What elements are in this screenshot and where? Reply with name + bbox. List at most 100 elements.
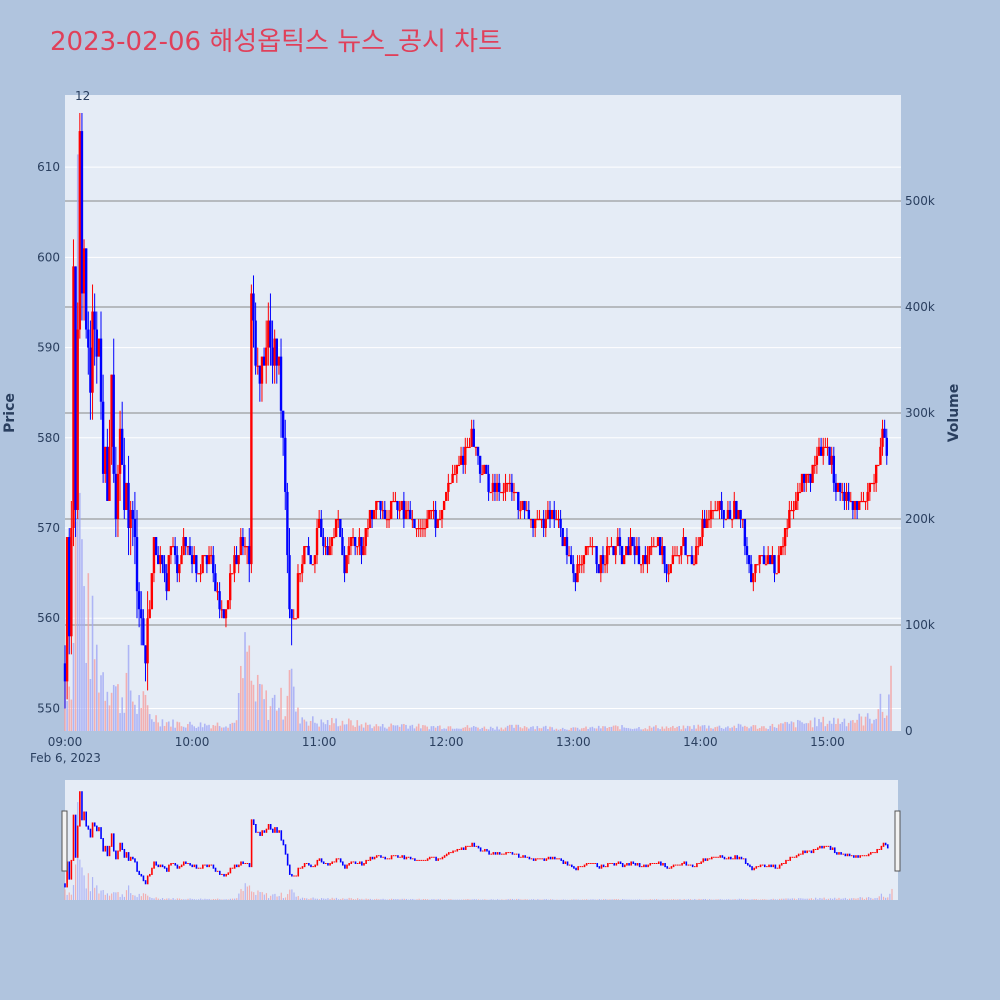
volume-bar [752, 725, 755, 731]
volume-bar [655, 725, 657, 731]
range-slider-volume-bar [439, 899, 441, 900]
candle-body [294, 618, 298, 620]
candle-body [472, 428, 475, 447]
candle-body [65, 537, 69, 682]
volume-bar [424, 725, 426, 731]
candle-body [858, 500, 861, 510]
volume-bar [646, 729, 649, 731]
range-slider-volume-bar [626, 899, 628, 900]
range-slider-volume-bar [251, 891, 253, 900]
range-slider[interactable] [65, 780, 898, 900]
range-slider-volume-bar [157, 898, 159, 900]
candle-body [847, 491, 850, 501]
volume-bar [786, 722, 789, 731]
volume-tick-label: 300k [905, 406, 935, 420]
range-slider-volume-bar [255, 894, 257, 900]
candle-body [699, 537, 702, 547]
candle-body [762, 555, 766, 565]
candle-body [642, 555, 645, 565]
range-slider-volume-bar [318, 899, 321, 900]
candle-body [614, 546, 617, 556]
volume-bar [458, 728, 460, 731]
candle-body [781, 546, 785, 548]
volume-bars [64, 154, 892, 732]
candle-body [82, 248, 86, 294]
volume-bar [117, 684, 119, 731]
range-slider-volume-bar [104, 894, 106, 900]
volume-bar [178, 722, 181, 731]
time-tick-label: 13:00 [556, 735, 591, 749]
range-slider-volume-bar [401, 898, 403, 900]
volume-bar [506, 725, 509, 731]
volume-bar [712, 728, 714, 731]
candle-body [739, 509, 742, 519]
volume-bar [735, 728, 738, 731]
volume-bar [777, 724, 780, 731]
candle-body [508, 482, 511, 485]
range-slider-volume-bar [204, 898, 206, 900]
volume-bar [68, 686, 71, 731]
volume-bar [513, 727, 515, 731]
range-slider-volume-bar [219, 899, 221, 900]
range-slider-volume-bar [333, 898, 335, 900]
range-slider-volume-bar [376, 898, 378, 900]
candle-body [267, 320, 270, 348]
volume-bar [784, 721, 786, 731]
time-tick-label: 11:00 [302, 735, 337, 749]
candle-body [851, 500, 855, 510]
candle-body [796, 491, 800, 501]
range-slider-right-handle[interactable] [894, 810, 901, 872]
volume-bar [508, 724, 511, 731]
range-slider-volume-bar [719, 899, 721, 900]
candle-body [798, 491, 802, 494]
volume-bar [714, 727, 717, 731]
volume-bar [223, 727, 225, 731]
candle-body [317, 519, 321, 529]
candle-body [497, 482, 501, 492]
candle-body [396, 500, 399, 510]
candle-body [741, 519, 744, 521]
volume-bar [564, 729, 566, 731]
range-slider-volume-bar [764, 899, 766, 900]
candle-body [423, 528, 427, 530]
range-slider-volume-bar [817, 899, 819, 900]
volume-bar [561, 727, 564, 731]
candle-body [845, 491, 848, 501]
volume-bar [148, 714, 151, 731]
volume-bar [610, 726, 613, 731]
candle-body [671, 555, 675, 565]
volume-bar [672, 725, 674, 731]
volume-bar [608, 726, 611, 731]
candle-body [601, 555, 605, 565]
range-slider-volume-bar [433, 899, 435, 900]
volume-bar [638, 727, 640, 731]
range-slider-left-handle[interactable] [61, 810, 68, 872]
candle-body [394, 500, 397, 503]
candle-body [190, 555, 194, 565]
candle-body [385, 519, 389, 521]
volume-bar [394, 725, 397, 731]
volume-bar [163, 725, 166, 731]
range-slider-volume-bar [524, 899, 526, 900]
candle-body [519, 509, 522, 512]
volume-bar [167, 721, 170, 731]
range-slider-volume-bar [798, 898, 800, 900]
candle-body [406, 509, 410, 512]
volume-bar [379, 726, 382, 731]
candle-body [315, 528, 319, 556]
range-slider-volume-bar [537, 899, 539, 900]
candle-body [730, 519, 734, 521]
candle-body [347, 546, 351, 556]
candle-body [305, 546, 308, 548]
range-slider-volume-bar [89, 891, 92, 900]
candle-body [800, 473, 804, 492]
candle-body [769, 555, 772, 565]
candle-body [364, 528, 367, 547]
range-slider-volume-bar [823, 897, 825, 900]
candle-body [281, 410, 285, 438]
candle-body [635, 546, 639, 556]
volume-bar [521, 728, 524, 731]
range-slider-volume-bar [482, 899, 484, 900]
candle-body [131, 509, 134, 519]
candle-body [654, 546, 658, 548]
